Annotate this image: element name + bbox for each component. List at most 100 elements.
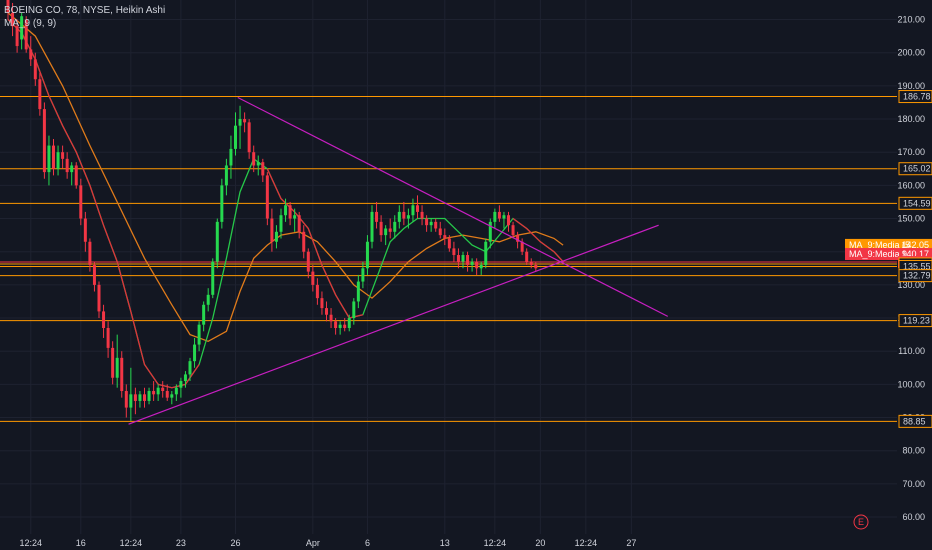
price-tag-label: 119.23 [903, 316, 930, 326]
price-tag-box [898, 314, 932, 328]
candle-down [379, 215, 383, 242]
time-axis[interactable]: 12:24 16 12:24 23 26 Apr 6 13 12:24 20 12:24 27 [0, 534, 932, 550]
candle-body [170, 394, 174, 398]
watermark-circle [853, 514, 869, 530]
time-tick-label: 12:24 [120, 538, 143, 548]
ma-fast-line-down-segment [266, 168, 364, 319]
candle-body [456, 255, 460, 262]
candle-body [447, 238, 451, 249]
price-tick-label: 180.00 [897, 114, 925, 124]
candle-body [397, 211, 401, 222]
tradingview-e-icon[interactable]: E [853, 514, 869, 530]
candle-body [365, 241, 369, 269]
candle-body [20, 16, 24, 40]
candle-body [311, 271, 315, 285]
candle-up [56, 145, 60, 176]
ma-tag-value: 142.05 [901, 240, 929, 250]
indicator-title[interactable]: MA_9 (9, 9) [4, 18, 57, 29]
candle-down [124, 384, 128, 418]
candle-up [274, 225, 278, 249]
watermark-glyph: E [858, 517, 864, 527]
candle-up [70, 162, 74, 186]
trendline[interactable] [237, 96, 669, 317]
candle-body [429, 221, 433, 226]
candle-up [279, 208, 283, 239]
horizontal-level-lines[interactable] [0, 96, 897, 422]
candle-body [152, 391, 156, 395]
candle-up [365, 235, 369, 275]
candles [6, 0, 538, 421]
candle-down [92, 261, 96, 292]
price-tag-box [898, 90, 932, 104]
candle-body [375, 211, 379, 222]
trendline[interactable] [128, 224, 659, 425]
candle-down [456, 248, 460, 269]
candle-body [347, 318, 351, 328]
candle-down [425, 215, 429, 232]
time-tick-label: 6 [365, 538, 370, 548]
candle-body [70, 165, 74, 173]
candle-body [488, 221, 492, 242]
candle-up [179, 377, 183, 398]
candle-body [115, 357, 119, 378]
candle-up [211, 258, 215, 299]
candle-body [356, 281, 360, 302]
candle-body [243, 119, 247, 123]
candle-up [411, 198, 415, 222]
candle-down [325, 301, 328, 322]
candle-up [156, 384, 160, 401]
candle-up [484, 238, 488, 269]
candle-down [452, 241, 456, 262]
candle-down [302, 225, 306, 259]
candle-down [15, 19, 19, 53]
candle-down [38, 72, 42, 116]
candle-body [29, 49, 33, 60]
candle-down [33, 52, 37, 86]
trendlines[interactable] [128, 96, 669, 425]
candle-up [234, 112, 237, 156]
candle-body [234, 125, 237, 149]
candle-body [511, 225, 515, 236]
candle-body [38, 79, 42, 110]
candle-up [406, 208, 410, 229]
price-tag-box [898, 162, 932, 176]
candle-body [320, 298, 324, 309]
candle-down [434, 218, 438, 232]
candle-down [265, 172, 269, 226]
symbol-title[interactable]: BOEING CO, 78, NYSE, Heikin Ashi [4, 5, 166, 16]
candle-body [183, 374, 187, 382]
candle-up [338, 321, 342, 335]
price-tag-label: 88.85 [903, 416, 926, 426]
candle-up [470, 258, 474, 272]
candle-up [224, 158, 228, 196]
time-tick-label: 16 [76, 538, 86, 548]
candle-up [170, 391, 174, 405]
candle-body [33, 59, 37, 80]
candle-up [47, 135, 51, 186]
candle-down [320, 291, 324, 315]
candle-down [247, 119, 251, 159]
candle-down [161, 381, 165, 398]
candle-body [402, 211, 406, 219]
candle-down [388, 218, 392, 239]
candle-body [61, 152, 65, 159]
candle-body [252, 152, 256, 166]
time-tick-label: 13 [440, 538, 450, 548]
candle-body [42, 109, 46, 173]
candle-body [147, 391, 151, 401]
candle-body [479, 264, 483, 269]
candle-body [406, 215, 410, 219]
candle-body [24, 19, 28, 50]
time-axis-panel [0, 534, 932, 550]
candle-body [102, 311, 106, 328]
candle-up [256, 155, 260, 176]
candle-body [65, 158, 69, 173]
ma-tag-name: MA_9:Media (5 [849, 240, 910, 250]
candle-body [361, 268, 365, 282]
price-tick-label: 170.00 [897, 147, 925, 157]
candle-down [375, 201, 379, 229]
candle-up [293, 208, 297, 232]
candle-down [288, 201, 292, 226]
